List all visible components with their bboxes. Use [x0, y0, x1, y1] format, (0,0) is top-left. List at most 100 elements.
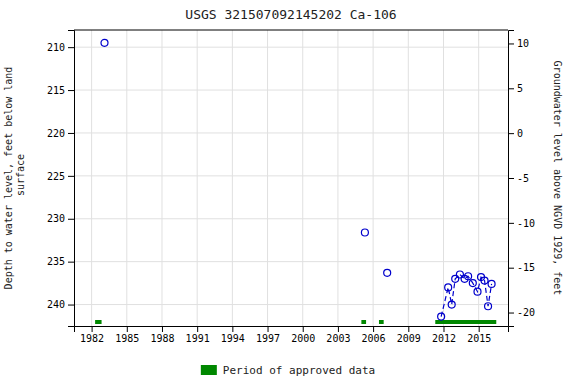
x-axis-tick-label: 2003 — [326, 333, 350, 344]
grid-line-y — [74, 132, 508, 133]
y2-axis-tick: 10 — [508, 38, 529, 49]
x-axis-tick-mark — [303, 326, 304, 332]
grid-line-y — [74, 218, 508, 219]
grid-line-y — [74, 47, 508, 48]
grid-line-x — [267, 30, 268, 326]
marks — [95, 39, 496, 324]
grid-line-x — [197, 30, 198, 326]
point — [481, 277, 488, 284]
y-axis-tick-label: 215 — [47, 85, 65, 96]
legend-swatch — [201, 365, 217, 375]
x-axis-tick: 2015 — [467, 326, 491, 344]
grid-line-x — [408, 30, 409, 326]
y-axis-line — [68, 31, 75, 327]
y2-axis-tick-label: -10 — [517, 218, 535, 229]
x-axis: 1982198519881991199419972000200320062009… — [75, 326, 509, 344]
x-axis-tick-label: 2009 — [397, 333, 421, 344]
grid-line-y — [74, 90, 508, 91]
y2-axis-tick: 5 — [508, 83, 523, 94]
x-axis-tick-label: 2015 — [467, 333, 491, 344]
x-axis-tick: 2003 — [326, 326, 350, 344]
plot: 1982198519881991199419972000200320062009… — [3, 30, 563, 344]
x-axis-tick: 1985 — [115, 326, 139, 344]
y2-axis-tick-mark — [508, 178, 514, 179]
grid-line-x — [337, 30, 338, 326]
y2-axis-tick-label: -15 — [517, 262, 535, 273]
x-axis-tick: 2006 — [362, 326, 386, 344]
x-axis-tick: 1994 — [221, 326, 245, 344]
y2-axis-title: Groundwater level above NGVD 1929, feet — [552, 61, 563, 296]
grid-line-x — [91, 30, 92, 326]
approved-span — [379, 320, 384, 324]
y-axis-tick-mark — [68, 90, 74, 91]
x-axis-tick-mark — [408, 326, 409, 332]
y-axis-title-line: surface — [15, 154, 26, 202]
y-axis-tick-mark — [68, 305, 74, 306]
y2-axis-tick: 0 — [508, 128, 523, 139]
x-axis-tick: 1991 — [186, 326, 210, 344]
point-layer — [101, 39, 495, 320]
point — [474, 288, 481, 295]
point — [361, 229, 368, 236]
title: USGS 321507092145202 Ca-106 — [185, 7, 396, 22]
y2-axis-tick-mark — [508, 313, 514, 314]
y2-axis-tick: -15 — [508, 262, 535, 273]
y2-axis-tick: -20 — [508, 307, 535, 318]
x-axis-tick-label: 1997 — [256, 333, 280, 344]
y2-axis-tick-mark — [508, 88, 514, 89]
y-axis-tick-mark — [68, 176, 74, 177]
y2-axis-tick: -10 — [508, 218, 535, 229]
y2-axis-line — [509, 31, 515, 327]
x-axis-line — [75, 327, 509, 333]
y2-axis-tick-label: 5 — [517, 83, 523, 94]
point — [101, 39, 108, 46]
x-axis-tick-mark — [127, 326, 128, 332]
grid-line-x — [161, 30, 162, 326]
point — [465, 273, 472, 280]
x-axis-tick: 1982 — [80, 326, 104, 344]
line-layer — [441, 275, 491, 317]
y-axis-tick-mark — [68, 47, 74, 48]
y-axis-tick: 215 — [47, 85, 74, 96]
x-axis-tick: 2009 — [397, 326, 421, 344]
line — [441, 275, 491, 317]
y-axis-tick-label: 240 — [47, 299, 65, 310]
point — [488, 280, 495, 287]
x-axis-tick-mark — [268, 326, 269, 332]
y-axis-tick-label: 225 — [47, 171, 65, 182]
y-axis-title-line: Depth to water level, feet below land — [3, 67, 14, 290]
x-axis-tick-label: 2012 — [432, 333, 456, 344]
grid-line-y — [74, 175, 508, 176]
grid-line-x — [373, 30, 374, 326]
grid-line-x — [232, 30, 233, 326]
grid-line-y — [74, 261, 508, 262]
plot-frame-top — [74, 30, 508, 31]
x-axis-tick-mark — [197, 326, 198, 332]
x-axis-tick-label: 1994 — [221, 333, 245, 344]
approved-span — [435, 320, 496, 324]
y-axis-tick: 230 — [47, 213, 74, 224]
approved-span — [361, 320, 366, 324]
y-axis-tick-label: 230 — [47, 213, 65, 224]
point — [469, 280, 476, 287]
y2-axis-tick-mark — [508, 43, 514, 44]
y-axis-tick-mark — [68, 133, 74, 134]
point — [445, 284, 452, 291]
grid-line-x — [443, 30, 444, 326]
point — [448, 301, 455, 308]
y-axis-tick: 225 — [47, 171, 74, 182]
y-axis-title: Depth to water level, feet below land su… — [3, 67, 26, 290]
y-axis-tick: 210 — [47, 42, 74, 53]
grid-line-x — [478, 30, 479, 326]
grid — [74, 30, 508, 326]
point — [384, 269, 391, 276]
y2-axis-tick-mark — [508, 223, 514, 224]
y-axis-tick: 240 — [47, 299, 74, 310]
y-axis-tick-mark — [68, 262, 74, 263]
grid-line-x — [126, 30, 127, 326]
x-axis-tick: 1997 — [256, 326, 280, 344]
grid-line-x — [302, 30, 303, 326]
x-axis-tick-mark — [479, 326, 480, 332]
legend-label: Period of approved data — [223, 364, 375, 377]
x-axis-tick-label: 1988 — [150, 333, 174, 344]
